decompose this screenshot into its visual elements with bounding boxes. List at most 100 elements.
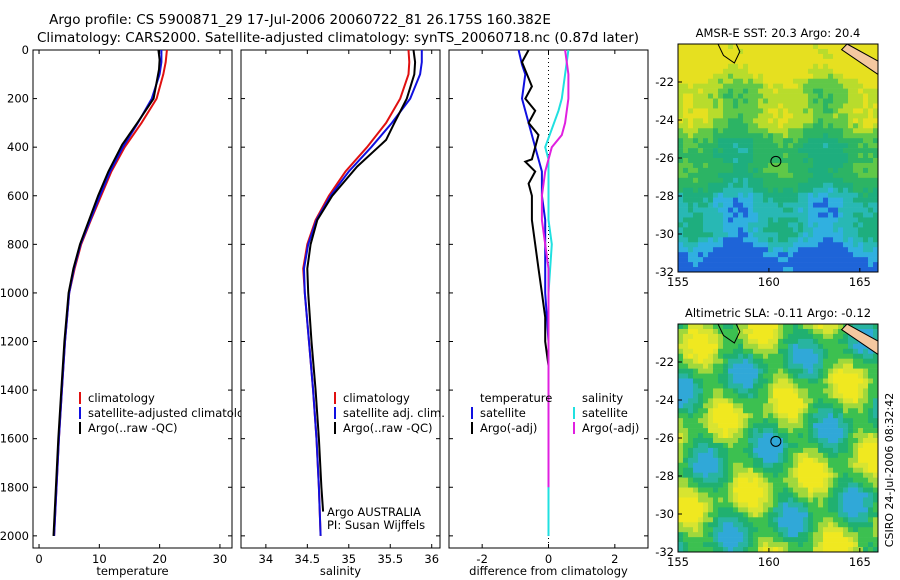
map-cell	[693, 267, 699, 273]
map-cell	[743, 123, 749, 129]
map-cell	[728, 123, 734, 129]
map-cell	[843, 447, 849, 454]
map-cell	[713, 373, 719, 379]
map-cell	[818, 63, 824, 70]
map-cell	[853, 457, 859, 464]
map-cell	[813, 44, 819, 50]
map-cell	[718, 487, 724, 493]
map-cell	[763, 177, 769, 184]
map-cell	[868, 477, 874, 483]
map-cell	[778, 162, 784, 169]
map-cell	[833, 328, 839, 335]
map-cell	[733, 262, 739, 268]
map-cell	[823, 403, 829, 409]
map-cell	[763, 487, 769, 493]
map-cell	[868, 262, 874, 268]
map-cell	[828, 348, 834, 355]
map-cell	[763, 143, 769, 149]
map-cell	[753, 252, 759, 258]
map-cell	[713, 497, 719, 503]
map-cell	[793, 547, 799, 553]
map-cell	[818, 482, 824, 488]
map-cell	[688, 192, 694, 198]
map-cell	[683, 368, 689, 374]
map-cell	[773, 497, 779, 503]
map-cell	[723, 128, 729, 134]
map-cell	[763, 128, 769, 134]
map-cell	[778, 522, 784, 528]
map-cell	[843, 522, 849, 528]
map-cell	[693, 358, 699, 364]
map-cell	[778, 177, 784, 184]
map-cell	[773, 403, 779, 409]
map-cell	[783, 373, 789, 379]
map-cell	[848, 202, 854, 208]
map-cell	[873, 418, 879, 424]
map-cell	[708, 162, 714, 169]
x-tick-label: 35.5	[377, 552, 403, 566]
map-cell	[758, 338, 764, 345]
legend-label: climatology	[343, 391, 410, 405]
map-cell	[818, 232, 824, 238]
map-cell	[778, 408, 784, 414]
map-cell	[778, 212, 784, 218]
map-cell	[733, 457, 739, 464]
map-cell	[753, 383, 759, 389]
map-cell	[783, 108, 789, 114]
map-cell	[693, 547, 699, 553]
map-cell	[873, 167, 879, 174]
map-cell	[748, 373, 754, 379]
map-cell	[723, 423, 729, 429]
map-cell	[698, 128, 704, 134]
map-cell	[738, 527, 744, 533]
map-cell	[728, 197, 734, 203]
map-cell	[703, 378, 709, 384]
map-cell	[688, 383, 694, 389]
map-cell	[858, 83, 864, 89]
map-cell	[833, 482, 839, 488]
map-cell	[873, 78, 879, 84]
map-cell	[803, 507, 809, 513]
map-cell	[803, 433, 809, 439]
map-cell	[728, 93, 734, 99]
map-cell	[833, 517, 839, 523]
map-cell	[858, 457, 864, 464]
map-cell	[678, 542, 684, 548]
map-cell	[768, 452, 774, 459]
map-cell	[808, 93, 814, 99]
map-cell	[808, 58, 814, 65]
map-cell	[733, 388, 739, 394]
map-cell	[728, 348, 734, 355]
map-cell	[748, 433, 754, 439]
map-cell	[818, 502, 824, 508]
map-cell	[863, 48, 869, 55]
map-cell	[713, 403, 719, 409]
map-cell	[803, 413, 809, 419]
map-cell	[808, 138, 814, 144]
map-cell	[758, 378, 764, 384]
map-cell	[788, 212, 794, 218]
map-cell	[683, 182, 689, 189]
x-tick-label: 34	[259, 552, 274, 566]
map-cell	[793, 353, 799, 359]
map-cell	[798, 428, 804, 434]
map-cell	[818, 227, 824, 233]
map-cell	[823, 182, 829, 189]
map-cell	[793, 527, 799, 533]
map-cell	[678, 242, 684, 248]
map-cell	[678, 262, 684, 268]
map-cell	[788, 343, 794, 350]
map-cell	[748, 172, 754, 179]
map-cell	[738, 457, 744, 464]
map-cell	[848, 507, 854, 513]
map-cell	[728, 542, 734, 548]
map-cell	[708, 447, 714, 454]
map-cell	[863, 123, 869, 129]
map-cell	[758, 123, 764, 129]
map-cell	[768, 93, 774, 99]
map-cell	[723, 177, 729, 184]
map-cell	[823, 63, 829, 70]
map-cell	[703, 58, 709, 65]
map-cell	[758, 133, 764, 139]
map-cell	[813, 353, 819, 359]
